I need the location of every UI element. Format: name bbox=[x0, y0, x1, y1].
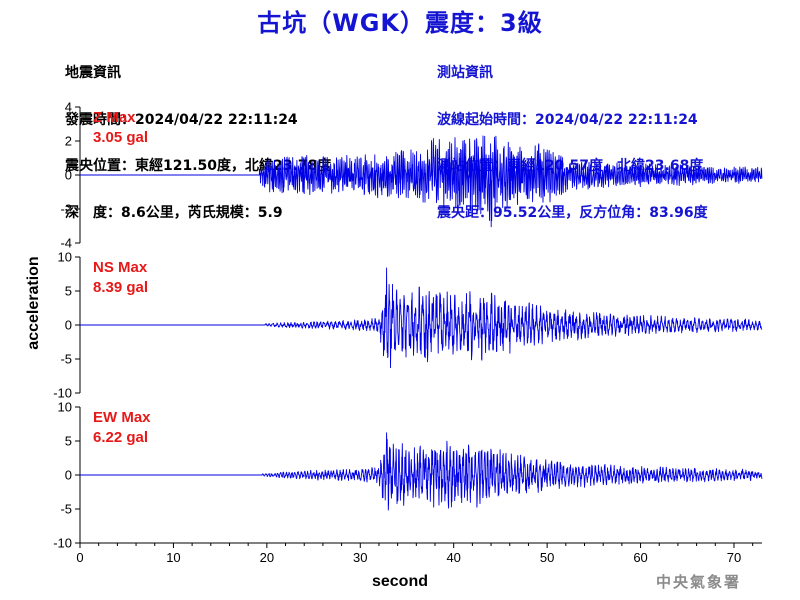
series-max-value: 3.05 gal bbox=[93, 129, 148, 146]
x-tick-label: 0 bbox=[76, 550, 83, 565]
panel-z: 4 2 0 -2 -4 Z Max 3.05 gal bbox=[60, 100, 763, 251]
series-max-value: 8.39 gal bbox=[93, 279, 148, 296]
x-tick-label: 60 bbox=[633, 550, 647, 565]
y-tick-label: -5 bbox=[60, 352, 72, 367]
earthquake-info-heading: 地震資訊 bbox=[65, 65, 121, 81]
y-tick-label: -10 bbox=[53, 386, 72, 401]
y-tick-label: 10 bbox=[58, 250, 72, 265]
x-tick-label: 30 bbox=[353, 550, 367, 565]
origin-time: 發震時間：2024/04/22 22:11:24 bbox=[65, 111, 298, 128]
station-info-heading: 測站資訊 bbox=[437, 65, 493, 81]
epicenter-location: 震央位置：東經121.50度，北緯23.78度 bbox=[65, 158, 332, 174]
y-tick-label: -5 bbox=[60, 502, 72, 517]
y-tick-label: 4 bbox=[65, 100, 72, 115]
y-tick-label: -4 bbox=[60, 236, 72, 251]
depth-magnitude: 深 度：8.6公里，芮氏規模：5.9 bbox=[65, 204, 283, 221]
x-tick-label: 10 bbox=[166, 550, 180, 565]
series-max-value: 6.22 gal bbox=[93, 429, 148, 446]
y-tick-label: 2 bbox=[65, 134, 72, 149]
x-tick-label: 70 bbox=[727, 550, 741, 565]
y-tick-label: 0 bbox=[65, 168, 72, 183]
panel-ns: 10 5 0 -5 -10 NS Max 8.39 gal bbox=[53, 250, 763, 401]
y-tick-label: 5 bbox=[65, 284, 72, 299]
y-tick-label: 10 bbox=[58, 400, 72, 415]
waveform-ns bbox=[80, 267, 763, 369]
x-tick-label: 20 bbox=[260, 550, 274, 565]
epicentral-distance: 震央距：95.52公里，反方位角：83.96度 bbox=[437, 204, 708, 221]
y-tick-label: 0 bbox=[65, 468, 72, 483]
series-label: NS Max bbox=[93, 259, 148, 276]
chart-title: 古坑（WGK）震度：3級 bbox=[257, 9, 543, 37]
series-label: Z Max bbox=[93, 109, 136, 126]
y-tick-label: -2 bbox=[60, 202, 72, 217]
agency-name: 中央氣象署 bbox=[656, 573, 742, 591]
waveform-ew bbox=[80, 432, 763, 511]
series-label: EW Max bbox=[93, 409, 151, 426]
y-tick-label: -10 bbox=[53, 536, 72, 551]
y-tick-label: 0 bbox=[65, 318, 72, 333]
y-tick-label: 5 bbox=[65, 434, 72, 449]
wave-start-time: 波線起始時間：2024/04/22 22:11:24 bbox=[437, 111, 698, 128]
x-axis-label: second bbox=[372, 573, 428, 590]
x-tick-label: 50 bbox=[540, 550, 554, 565]
earthquake-info-block: 地震資訊 發震時間：2024/04/22 22:11:24 震央位置：東經121… bbox=[65, 35, 331, 237]
x-tick-label: 40 bbox=[446, 550, 460, 565]
y-axis-label: acceleration bbox=[25, 256, 42, 349]
panel-ew: 10 5 0 -5 -10 EW Max 6.22 gal bbox=[53, 400, 763, 551]
waveform-z bbox=[80, 135, 763, 228]
